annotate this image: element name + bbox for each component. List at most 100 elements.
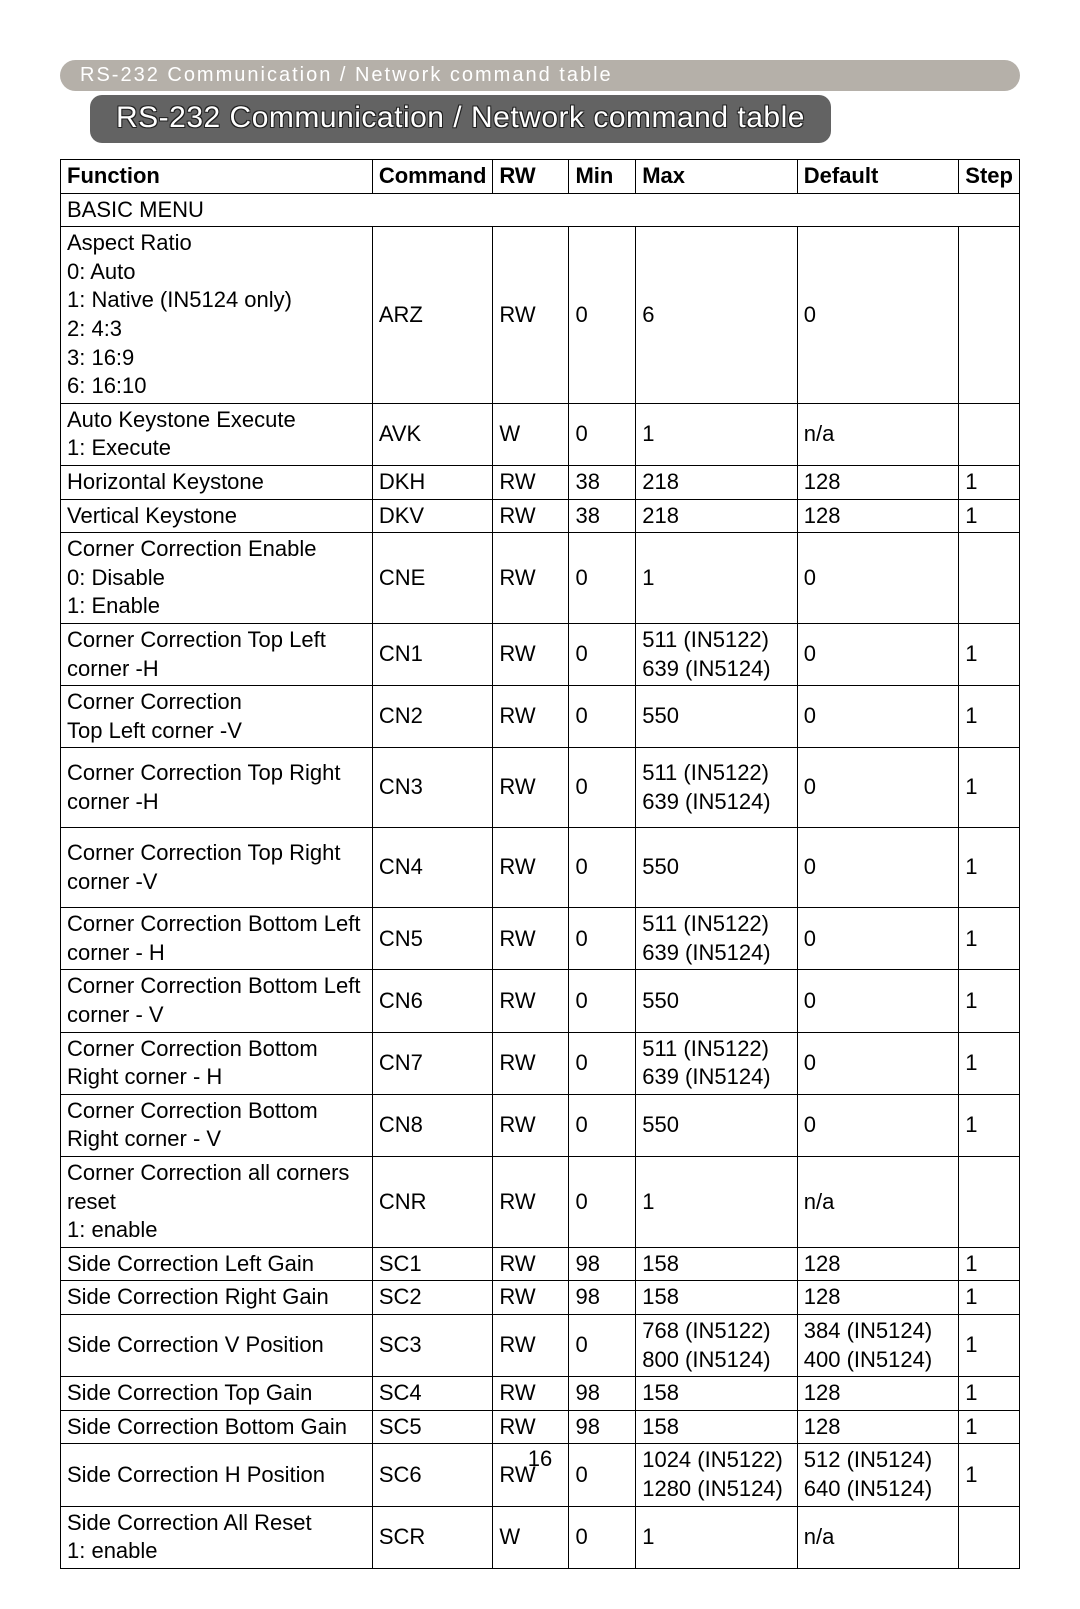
cell-func: Corner Correction Enable0: Disable1: Ena… <box>61 533 373 624</box>
cell-func: Side Correction V Position <box>61 1315 373 1377</box>
cell-rw: RW <box>493 1094 569 1156</box>
cell-step: 1 <box>959 908 1020 970</box>
cell-max: 1 <box>636 1157 798 1248</box>
cell-max: 158 <box>636 1377 798 1411</box>
cell-cmd: DKV <box>372 499 493 533</box>
cell-step <box>959 227 1020 404</box>
cell-min: 0 <box>569 533 636 624</box>
cell-rw: W <box>493 403 569 465</box>
cell-min: 38 <box>569 499 636 533</box>
cell-func: Corner Correction Bottom Right corner - … <box>61 1094 373 1156</box>
cell-rw: RW <box>493 828 569 908</box>
cell-rw: RW <box>493 908 569 970</box>
cell-min: 98 <box>569 1377 636 1411</box>
col-rw: RW <box>493 160 569 194</box>
cell-cmd: CN4 <box>372 828 493 908</box>
table-row: Horizontal KeystoneDKHRW382181281 <box>61 465 1020 499</box>
cell-func: Horizontal Keystone <box>61 465 373 499</box>
command-table: Function Command RW Min Max Default Step… <box>60 159 1020 1569</box>
cell-func: Side Correction All Reset1: enable <box>61 1506 373 1568</box>
cell-min: 0 <box>569 686 636 748</box>
cell-default: 128 <box>797 1281 959 1315</box>
cell-max: 158 <box>636 1247 798 1281</box>
cell-max: 550 <box>636 970 798 1032</box>
cell-func: Side Correction Right Gain <box>61 1281 373 1315</box>
cell-default: 128 <box>797 465 959 499</box>
cell-rw: RW <box>493 970 569 1032</box>
col-step: Step <box>959 160 1020 194</box>
cell-max: 158 <box>636 1281 798 1315</box>
cell-default: 0 <box>797 908 959 970</box>
cell-func: Corner Correction Top Left corner -H <box>61 623 373 685</box>
cell-step: 1 <box>959 1094 1020 1156</box>
cell-max: 1 <box>636 1506 798 1568</box>
cell-rw: W <box>493 1506 569 1568</box>
cell-default: 0 <box>797 970 959 1032</box>
table-row: Corner Correction Bottom Left corner - H… <box>61 908 1020 970</box>
table-row: Aspect Ratio0: Auto1: Native (IN5124 onl… <box>61 227 1020 404</box>
cell-min: 0 <box>569 623 636 685</box>
cell-max: 511 (IN5122)639 (IN5124) <box>636 623 798 685</box>
cell-min: 0 <box>569 1315 636 1377</box>
cell-min: 0 <box>569 1157 636 1248</box>
cell-max: 550 <box>636 686 798 748</box>
cell-default: 0 <box>797 533 959 624</box>
cell-func: Corner Correction Bottom Left corner - V <box>61 970 373 1032</box>
cell-max: 550 <box>636 828 798 908</box>
cell-max: 218 <box>636 499 798 533</box>
cell-min: 0 <box>569 1032 636 1094</box>
cell-cmd: CN5 <box>372 908 493 970</box>
page-number: 16 <box>0 1446 1080 1472</box>
table-row: Side Correction V PositionSC3RW0768 (IN5… <box>61 1315 1020 1377</box>
cell-func: Side Correction Bottom Gain <box>61 1410 373 1444</box>
table-row: Side Correction All Reset1: enableSCRW01… <box>61 1506 1020 1568</box>
cell-max: 511 (IN5122)639 (IN5124) <box>636 1032 798 1094</box>
section-label: BASIC MENU <box>61 193 1020 227</box>
cell-step: 1 <box>959 1247 1020 1281</box>
cell-rw: RW <box>493 623 569 685</box>
table-row: Corner Correction Bottom Left corner - V… <box>61 970 1020 1032</box>
cell-max: 511 (IN5122)639 (IN5124) <box>636 748 798 828</box>
cell-cmd: DKH <box>372 465 493 499</box>
cell-func: Corner Correction Bottom Left corner - H <box>61 908 373 970</box>
table-row: Corner Correction Top Left corner -HCN1R… <box>61 623 1020 685</box>
cell-max: 550 <box>636 1094 798 1156</box>
table-row: Corner Correction Enable0: Disable1: Ena… <box>61 533 1020 624</box>
cell-min: 98 <box>569 1247 636 1281</box>
cell-cmd: CN8 <box>372 1094 493 1156</box>
cell-rw: RW <box>493 1410 569 1444</box>
cell-rw: RW <box>493 465 569 499</box>
cell-step: 1 <box>959 1315 1020 1377</box>
cell-cmd: CN3 <box>372 748 493 828</box>
table-row: Side Correction Top GainSC4RW981581281 <box>61 1377 1020 1411</box>
cell-default: n/a <box>797 403 959 465</box>
cell-cmd: CN7 <box>372 1032 493 1094</box>
cell-default: 128 <box>797 1247 959 1281</box>
cell-step <box>959 533 1020 624</box>
cell-func: Corner CorrectionTop Left corner -V <box>61 686 373 748</box>
table-row: Auto Keystone Execute1: ExecuteAVKW01n/a <box>61 403 1020 465</box>
cell-step: 1 <box>959 1032 1020 1094</box>
cell-min: 0 <box>569 1094 636 1156</box>
cell-min: 0 <box>569 1506 636 1568</box>
cell-step: 1 <box>959 970 1020 1032</box>
cell-max: 158 <box>636 1410 798 1444</box>
cell-rw: RW <box>493 1281 569 1315</box>
cell-default: 128 <box>797 499 959 533</box>
cell-cmd: CN1 <box>372 623 493 685</box>
cell-min: 38 <box>569 465 636 499</box>
cell-func: Vertical Keystone <box>61 499 373 533</box>
cell-rw: RW <box>493 227 569 404</box>
cell-min: 0 <box>569 403 636 465</box>
table-row: Corner Correction Bottom Right corner - … <box>61 1094 1020 1156</box>
cell-default: 0 <box>797 1094 959 1156</box>
cell-rw: RW <box>493 748 569 828</box>
cell-cmd: CN6 <box>372 970 493 1032</box>
cell-cmd: ARZ <box>372 227 493 404</box>
table-row: Side Correction Right GainSC2RW981581281 <box>61 1281 1020 1315</box>
title-bar: RS-232 Communication / Network command t… <box>90 95 831 143</box>
cell-rw: RW <box>493 1315 569 1377</box>
cell-default: 0 <box>797 623 959 685</box>
cell-rw: RW <box>493 686 569 748</box>
cell-step: 1 <box>959 1377 1020 1411</box>
